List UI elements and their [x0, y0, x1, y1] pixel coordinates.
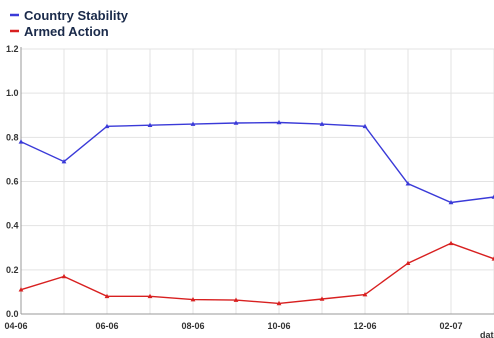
series-group — [18, 119, 494, 306]
data-point — [233, 297, 239, 302]
data-point — [276, 119, 282, 125]
x-tick-label: 02-07 — [439, 321, 462, 331]
legend-label: Country Stability — [24, 8, 129, 23]
y-tick-label: 0.2 — [6, 265, 19, 275]
x-axis-label: date — [480, 330, 494, 338]
data-point — [104, 293, 110, 299]
data-point — [448, 199, 454, 205]
data-point — [147, 293, 153, 299]
y-tick-label: 1.0 — [6, 88, 19, 98]
data-point — [319, 121, 325, 126]
series-line-armed-action — [20, 242, 494, 305]
legend-label: Armed Action — [24, 24, 109, 39]
grid — [20, 48, 494, 315]
data-point — [491, 194, 494, 199]
x-tick-label: 10-06 — [267, 321, 290, 331]
y-tick-label: 0.4 — [6, 221, 19, 231]
data-point — [104, 123, 110, 129]
data-point — [147, 122, 153, 127]
data-point — [362, 292, 368, 297]
y-tick-label: 1.2 — [6, 44, 19, 54]
y-tick-label: 0.0 — [6, 309, 19, 319]
data-point — [233, 120, 239, 125]
y-tick-label: 0.8 — [6, 132, 19, 142]
x-tick-label: 04-06 — [4, 321, 27, 331]
data-point — [190, 121, 196, 126]
data-point — [18, 287, 24, 292]
data-point — [319, 296, 325, 301]
data-point — [491, 256, 494, 261]
x-tick-label: 12-06 — [353, 321, 376, 331]
data-point — [18, 139, 24, 144]
x-tick-label: 06-06 — [95, 321, 118, 331]
data-point — [61, 159, 67, 164]
data-point — [362, 123, 368, 129]
data-point — [190, 297, 196, 302]
series-line-country-stability — [20, 121, 494, 204]
y-tick-label: 0.6 — [6, 177, 19, 187]
data-point — [405, 260, 411, 265]
data-point — [61, 273, 67, 279]
data-point — [448, 240, 454, 246]
axes: 0.0 0.2 0.4 0.6 0.8 1.0 1.2 04-06 06-06 08-06 10-0… — [4, 44, 494, 338]
data-point — [276, 300, 282, 306]
x-tick-label: 08-06 — [181, 321, 204, 331]
data-point — [405, 181, 411, 186]
